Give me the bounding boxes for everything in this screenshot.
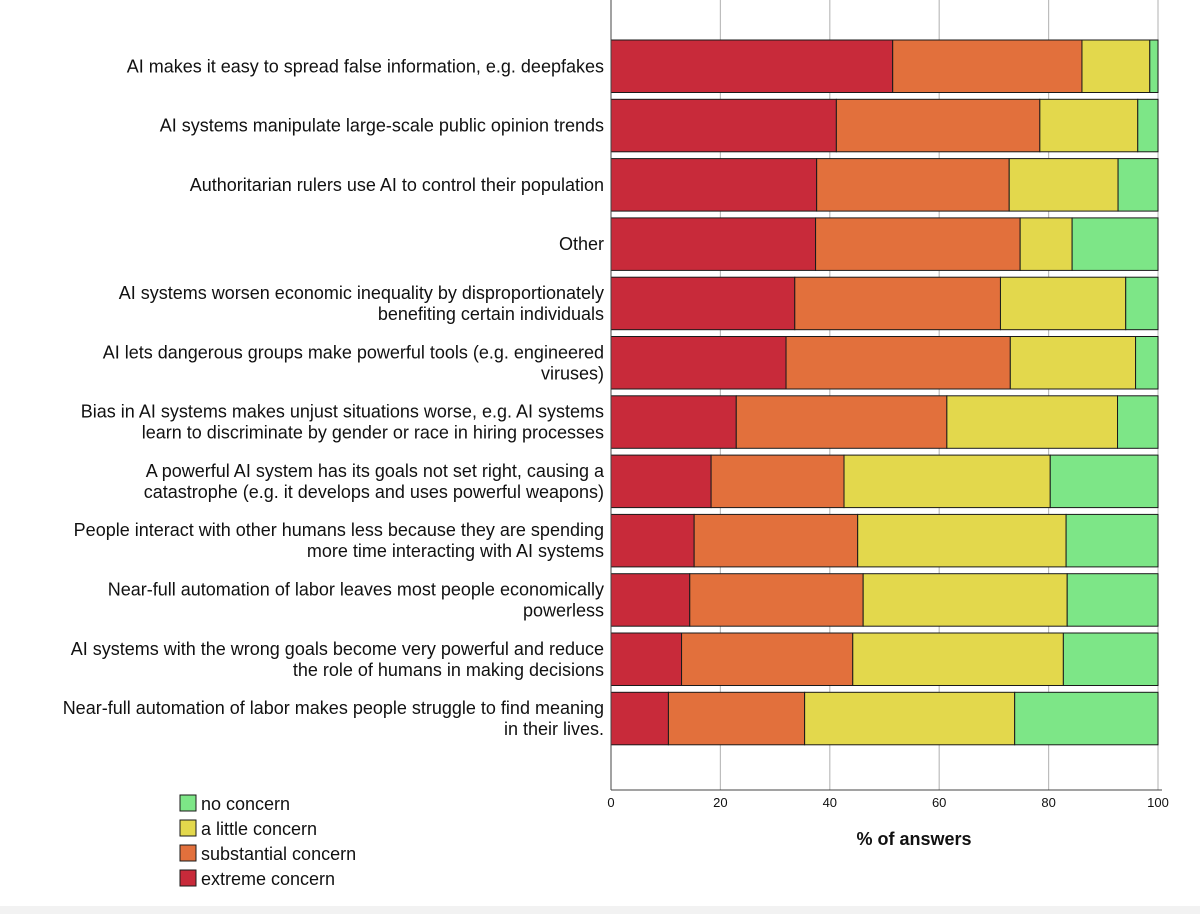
category-label: the role of humans in making decisions	[293, 660, 604, 680]
category-label: AI systems manipulate large-scale public…	[160, 116, 604, 136]
x-tick-label: 80	[1041, 795, 1055, 810]
bar-segment-a-little-concern	[843, 454, 1051, 509]
bar-segment-extreme-concern	[610, 691, 669, 746]
bar-segment-substantial-concern	[816, 158, 1010, 212]
bar-segment-extreme-concern	[610, 336, 787, 390]
legend: no concern a little concern substantial co…	[179, 794, 356, 889]
category-label: Authoritarian rulers use AI to control t…	[190, 175, 604, 195]
category-label: AI makes it easy to spread false informa…	[127, 56, 604, 76]
x-tick-label: 40	[823, 795, 837, 810]
legend-label: a little concern	[201, 819, 317, 839]
bar-segment-no-concern	[1149, 39, 1159, 93]
bottom-strip	[0, 906, 1200, 914]
category-label: A powerful AI system has its goals not s…	[146, 461, 605, 481]
bar-segment-extreme-concern	[610, 276, 796, 331]
bar-segment-no-concern	[1049, 454, 1159, 509]
bar-segment-extreme-concern	[610, 98, 837, 153]
category-label: AI systems with the wrong goals become v…	[71, 639, 604, 659]
x-tick-label: 0	[607, 795, 614, 810]
bar-segment-a-little-concern	[946, 395, 1119, 449]
bar-segment-no-concern	[1117, 395, 1159, 449]
bar-segment-a-little-concern	[804, 691, 1016, 746]
bar-segment-no-concern	[1065, 513, 1159, 568]
bar-segment-substantial-concern	[835, 98, 1041, 153]
bar-segment-a-little-concern	[862, 573, 1068, 627]
category-labels: AI makes it easy to spread false informa…	[63, 56, 605, 739]
bar-segment-a-little-concern	[1008, 158, 1119, 212]
bar-segment-extreme-concern	[610, 158, 818, 212]
bar-segment-no-concern	[1066, 573, 1159, 627]
bar-segment-no-concern	[1135, 336, 1159, 390]
bar-segment-extreme-concern	[610, 573, 691, 627]
bar-segment-substantial-concern	[815, 217, 1021, 271]
bar-segment-no-concern	[1125, 276, 1159, 331]
bar-segment-a-little-concern	[857, 513, 1067, 568]
bar-segment-substantial-concern	[667, 691, 806, 746]
category-label: viruses)	[541, 363, 604, 383]
legend-label: no concern	[201, 794, 290, 814]
category-label: People interact with other humans less b…	[74, 520, 604, 540]
legend-swatch	[179, 844, 197, 862]
bar-segment-substantial-concern	[735, 395, 948, 449]
bar-segment-extreme-concern	[610, 513, 695, 568]
bars	[610, 39, 1159, 746]
category-label: in their lives.	[504, 719, 604, 739]
category-label: Bias in AI systems makes unjust situatio…	[81, 402, 604, 422]
bar-segment-extreme-concern	[610, 39, 894, 93]
category-label: catastrophe (e.g. it develops and uses p…	[144, 482, 604, 502]
bar-segment-a-little-concern	[852, 632, 1064, 686]
x-tick-label: 20	[713, 795, 727, 810]
bar-segment-substantial-concern	[710, 454, 845, 509]
legend-swatch	[179, 794, 197, 812]
category-label: Other	[559, 234, 604, 254]
legend-swatch	[179, 819, 197, 837]
bar-segment-extreme-concern	[610, 217, 817, 271]
category-label: Near-full automation of labor leaves mos…	[108, 579, 604, 599]
bar-segment-a-little-concern	[999, 276, 1127, 331]
category-label: learn to discriminate by gender or race …	[142, 423, 604, 443]
category-label: powerless	[523, 600, 604, 620]
category-label: AI lets dangerous groups make powerful t…	[103, 342, 604, 362]
bar-segment-extreme-concern	[610, 632, 683, 686]
x-tick-label: 60	[932, 795, 946, 810]
bar-segment-substantial-concern	[794, 276, 1001, 331]
bar-segment-no-concern	[1062, 632, 1159, 686]
bar-segment-substantial-concern	[892, 39, 1083, 93]
legend-swatch	[179, 869, 197, 887]
category-label: Near-full automation of labor makes peop…	[63, 698, 604, 718]
bar-segment-substantial-concern	[689, 573, 864, 627]
x-axis-label: % of answers	[856, 829, 971, 849]
bar-segment-extreme-concern	[610, 395, 737, 449]
bar-segment-a-little-concern	[1009, 336, 1137, 390]
category-label: AI systems worsen economic inequality by…	[119, 283, 604, 303]
bar-segment-a-little-concern	[1019, 217, 1073, 271]
bar-segment-no-concern	[1014, 691, 1159, 746]
legend-label: substantial concern	[201, 844, 356, 864]
bar-segment-a-little-concern	[1039, 98, 1139, 153]
x-tick-label: 100	[1147, 795, 1169, 810]
bar-segment-no-concern	[1071, 217, 1159, 271]
bar-segment-substantial-concern	[785, 336, 1011, 390]
bar-segment-a-little-concern	[1081, 39, 1151, 93]
x-axis-ticks: 0 20 40 60 80 100	[607, 795, 1168, 810]
legend-label: extreme concern	[201, 869, 335, 889]
bar-segment-no-concern	[1117, 158, 1159, 212]
bar-segment-extreme-concern	[610, 454, 712, 509]
bar-segment-substantial-concern	[693, 513, 859, 568]
category-label: benefiting certain individuals	[378, 304, 604, 324]
bar-segment-no-concern	[1137, 98, 1159, 153]
bar-segment-substantial-concern	[681, 632, 854, 686]
category-label: more time interacting with AI systems	[307, 541, 604, 561]
